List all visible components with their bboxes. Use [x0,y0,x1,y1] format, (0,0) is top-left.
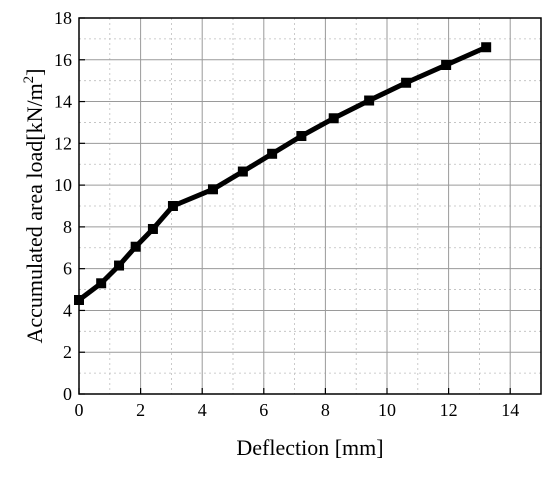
y-tick-label: 18 [54,8,72,28]
data-point-marker [441,60,452,70]
data-point-marker [114,260,125,271]
x-tick-label: 4 [198,400,207,420]
y-tick-label: 16 [54,50,72,70]
data-point-marker [296,131,307,142]
series-line [76,44,489,303]
data-point-marker [167,201,178,211]
data-point-marker [147,223,158,234]
y-tick-label: 4 [63,300,72,320]
y-tick-label: 6 [63,259,72,279]
y-axis-title-main: Accumulated area load[kN/m [22,83,47,343]
data-point-marker [364,95,375,106]
x-tick-label: 2 [136,400,145,420]
grid [79,18,541,394]
y-tick-label: 14 [54,92,72,112]
data-point-marker [267,148,278,159]
y-tick-label: 8 [63,217,72,237]
x-axis-title: Deflection [mm] [236,435,383,460]
axes: 0 2 4 6 8 10 12 14 0 2 4 6 8 10 12 14 16 18 [54,8,542,420]
data-point-marker [74,295,84,305]
x-tick-label: 8 [321,400,330,420]
y-tick-label: 2 [63,342,72,362]
x-tick-label: 6 [259,400,268,420]
y-tick-label: 12 [54,133,72,153]
data-point-marker [96,278,107,289]
plot-frame [78,17,542,395]
data-point-marker [237,166,248,177]
y-axis-title-close: ] [22,68,47,75]
y-tick-label: 0 [63,384,72,404]
x-tick-label: 12 [440,400,458,420]
data-point-marker [207,184,218,195]
series-deflection-load [74,42,492,305]
y-tick-label: 10 [54,175,72,195]
x-tick-label: 0 [75,400,84,420]
x-tick-label: 14 [501,400,519,420]
data-point-marker [401,77,412,88]
axis-labels: Deflection [mm] Accumulated area load[kN… [21,68,384,460]
data-point-marker [130,241,141,252]
data-point-marker [481,42,492,53]
y-axis-title: Accumulated area load[kN/m2] [21,68,47,343]
y-axis-title-superscript: 2 [21,76,37,84]
x-tick-label: 10 [378,400,396,420]
data-point-marker [328,113,339,124]
